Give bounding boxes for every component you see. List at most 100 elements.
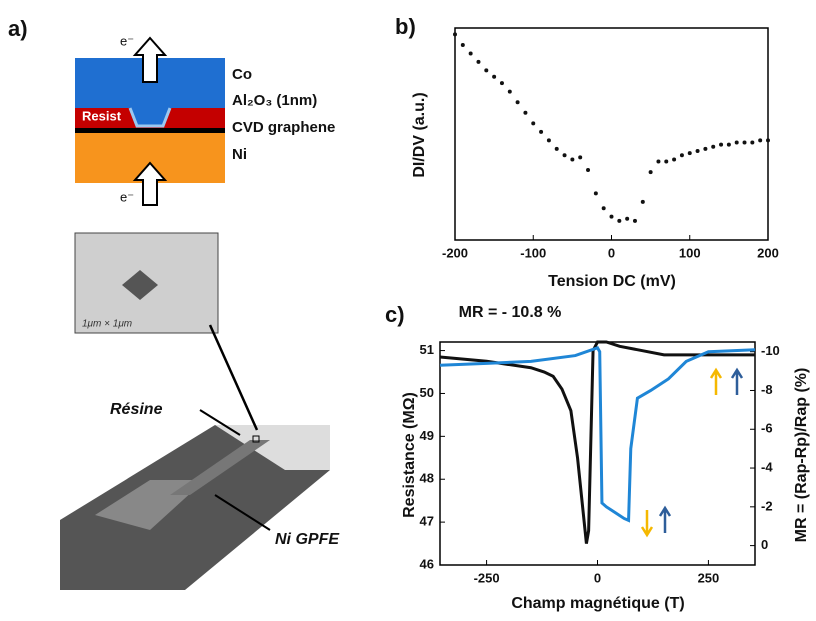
- marker: [252, 435, 260, 443]
- y-tick-label: 48: [420, 471, 434, 486]
- data-point: [766, 138, 770, 143]
- series-line: [439, 345, 756, 523]
- data-point: [593, 191, 598, 196]
- data-point: [531, 121, 536, 126]
- y2-tick-label: 0: [761, 537, 768, 552]
- y2-axis-label: MR = (Rap-Rp)/Rap (%): [793, 368, 810, 543]
- y2-tick-label: -6: [761, 421, 773, 436]
- x-tick-label: 250: [698, 570, 720, 585]
- electron-label: e⁻: [120, 189, 134, 204]
- x-tick-label: 100: [679, 245, 701, 260]
- plot-frame: [439, 341, 756, 566]
- layer-label: Co: [232, 66, 252, 83]
- resist-label: Resist: [82, 108, 122, 123]
- data-point: [625, 216, 630, 221]
- data-point: [515, 100, 520, 105]
- data-point: [578, 155, 583, 160]
- y-tick-label: 46: [420, 556, 434, 571]
- x-axis-label: Tension DC (mV): [548, 273, 676, 290]
- x-axis-label: Champ magnétique (T): [511, 595, 684, 612]
- y-tick-label: 50: [420, 385, 434, 400]
- y2-tick-label: -2: [761, 498, 773, 513]
- data-point: [570, 157, 575, 162]
- data-point: [695, 148, 700, 153]
- plot-frame: [454, 27, 769, 241]
- data-point: [640, 199, 645, 204]
- resine-label: Résine: [110, 401, 163, 418]
- y2-tick-label: -8: [761, 382, 773, 397]
- y2-tick-label: -10: [761, 343, 780, 358]
- x-tick-label: 0: [608, 245, 615, 260]
- data-point: [750, 140, 755, 145]
- data-point: [539, 129, 544, 134]
- data-point: [617, 218, 622, 223]
- data-point: [758, 138, 763, 143]
- data-point: [648, 170, 653, 175]
- data-point: [672, 157, 677, 162]
- data-point: [476, 59, 481, 64]
- ni-label: Ni GPFE: [275, 531, 340, 548]
- data-point: [703, 146, 708, 151]
- data-point: [632, 218, 637, 223]
- pointer: [208, 324, 259, 431]
- panel-label: a): [8, 16, 28, 41]
- pointer: [199, 409, 241, 436]
- arrow: [730, 367, 744, 395]
- data-point: [687, 151, 692, 156]
- scale-label: 1μm × 1μm: [82, 319, 132, 330]
- data-point: [499, 81, 504, 86]
- y-tick-label: 47: [420, 514, 434, 529]
- data-point: [460, 42, 465, 47]
- data-point: [601, 206, 606, 211]
- x-tick-label: -100: [520, 245, 546, 260]
- data-point: [586, 168, 591, 173]
- sem-hole: [122, 270, 158, 300]
- data-point: [507, 89, 512, 94]
- data-point: [656, 159, 661, 164]
- layer-label: Ni: [232, 146, 247, 163]
- layer-label: Al₂O₃ (1nm): [232, 92, 317, 109]
- chart-title: MR = - 10.8 %: [459, 304, 562, 321]
- data-point: [484, 68, 489, 73]
- y-axis-label: DI/DV (a.u.): [411, 92, 428, 177]
- data-point: [554, 146, 559, 151]
- data-point: [719, 142, 724, 147]
- data-point: [742, 140, 747, 145]
- data-point: [679, 153, 684, 158]
- x-tick-label: -200: [442, 245, 468, 260]
- data-point: [664, 159, 669, 164]
- arrow: [709, 367, 723, 395]
- y-axis-label: Resistance (MΩ): [401, 392, 418, 518]
- arrow: [132, 36, 168, 83]
- data-point: [492, 74, 497, 79]
- pointer: [214, 494, 271, 531]
- x-tick-label: -250: [474, 570, 500, 585]
- resin: [215, 425, 330, 470]
- tunnel-barrier: [128, 107, 172, 128]
- panel-label: b): [395, 14, 416, 39]
- y2-tick-label: -4: [761, 459, 773, 474]
- series-line: [439, 340, 755, 544]
- data-point: [562, 153, 567, 158]
- y-tick-label: 49: [420, 428, 434, 443]
- data-point: [726, 142, 731, 147]
- electron-label: e⁻: [120, 33, 134, 48]
- x-tick-label: 200: [757, 245, 779, 260]
- device: [60, 425, 330, 590]
- layer-label: CVD graphene: [232, 119, 335, 136]
- arrow: [132, 161, 168, 206]
- data-point: [734, 140, 739, 145]
- data-point: [609, 214, 614, 219]
- arrow: [640, 510, 654, 538]
- panel-label: c): [385, 302, 405, 327]
- data-point: [711, 144, 716, 149]
- data-point: [453, 32, 457, 37]
- electrode: [170, 440, 270, 495]
- data-point: [468, 51, 473, 56]
- x-tick-label: 0: [594, 570, 601, 585]
- y-tick-label: 51: [420, 342, 434, 357]
- data-point: [546, 138, 551, 143]
- data-point: [523, 110, 528, 115]
- arrow: [658, 505, 672, 533]
